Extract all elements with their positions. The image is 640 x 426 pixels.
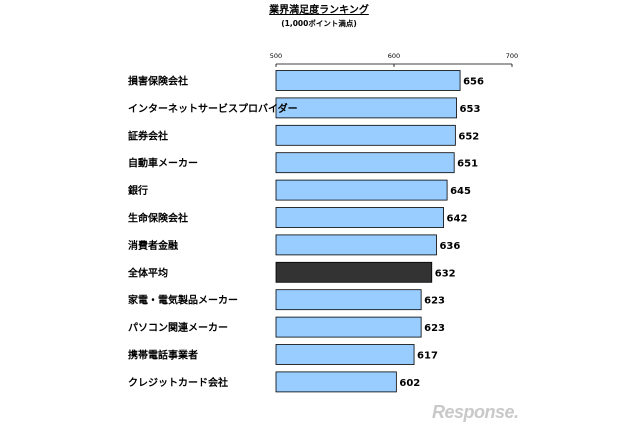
- bar: [275, 124, 456, 146]
- bar: [275, 152, 455, 174]
- value-labels: 656 653 652 651 645 642 636 632 623 623 617 602: [399, 77, 484, 389]
- x-axis-ticks: 500 600 700: [270, 52, 518, 67]
- category-label: 自動車メーカー: [128, 157, 198, 170]
- bar-average: [275, 261, 433, 283]
- value-label: 602: [399, 378, 420, 389]
- value-label: 636: [439, 241, 460, 252]
- bars-group: [275, 70, 461, 393]
- category-label: 消費者金融: [128, 239, 178, 252]
- bar: [275, 344, 415, 365]
- bar: [275, 207, 444, 228]
- category-label: 銀行: [128, 184, 148, 197]
- category-label: 家電・電気製品メーカー: [128, 294, 238, 307]
- category-label: 損害保険会社: [128, 75, 188, 88]
- bar: [275, 371, 397, 393]
- value-label: 632: [435, 268, 456, 279]
- category-label: 証券会社: [128, 129, 168, 142]
- bar: [275, 97, 457, 119]
- bar: [275, 70, 461, 91]
- category-label: パソコン関連メーカー: [128, 321, 228, 334]
- category-label: 生命保険会社: [128, 212, 188, 225]
- value-label: 623: [424, 296, 445, 307]
- category-label: インターネットサービスプロバイダー: [128, 102, 298, 115]
- x-tick-label: 600: [388, 52, 400, 60]
- bar: [275, 289, 422, 311]
- value-label: 656: [463, 77, 484, 88]
- category-labels: 損害保険会社インターネットサービスプロバイダー証券会社自動車メーカー銀行生命保険…: [127, 75, 298, 389]
- category-label: 携帯電話事業者: [128, 349, 198, 362]
- value-label: 653: [460, 104, 481, 115]
- bar: [275, 179, 448, 201]
- value-label: 617: [417, 351, 438, 362]
- category-label: 全体平均: [127, 266, 168, 279]
- bar: [275, 234, 437, 256]
- category-label: クレジットカード会社: [128, 376, 228, 389]
- watermark-logo: Response.: [432, 402, 519, 422]
- x-tick-label: 700: [506, 52, 518, 60]
- value-label: 642: [447, 214, 468, 225]
- value-label: 652: [458, 131, 479, 142]
- value-label: 651: [457, 159, 478, 170]
- x-tick-label: 500: [270, 52, 282, 60]
- chart-title: 業界満足度ランキング: [268, 3, 369, 16]
- value-label: 623: [424, 323, 445, 334]
- chart-subtitle: (1,000ポイント満点): [281, 18, 357, 28]
- bar: [275, 316, 422, 338]
- value-label: 645: [450, 186, 471, 197]
